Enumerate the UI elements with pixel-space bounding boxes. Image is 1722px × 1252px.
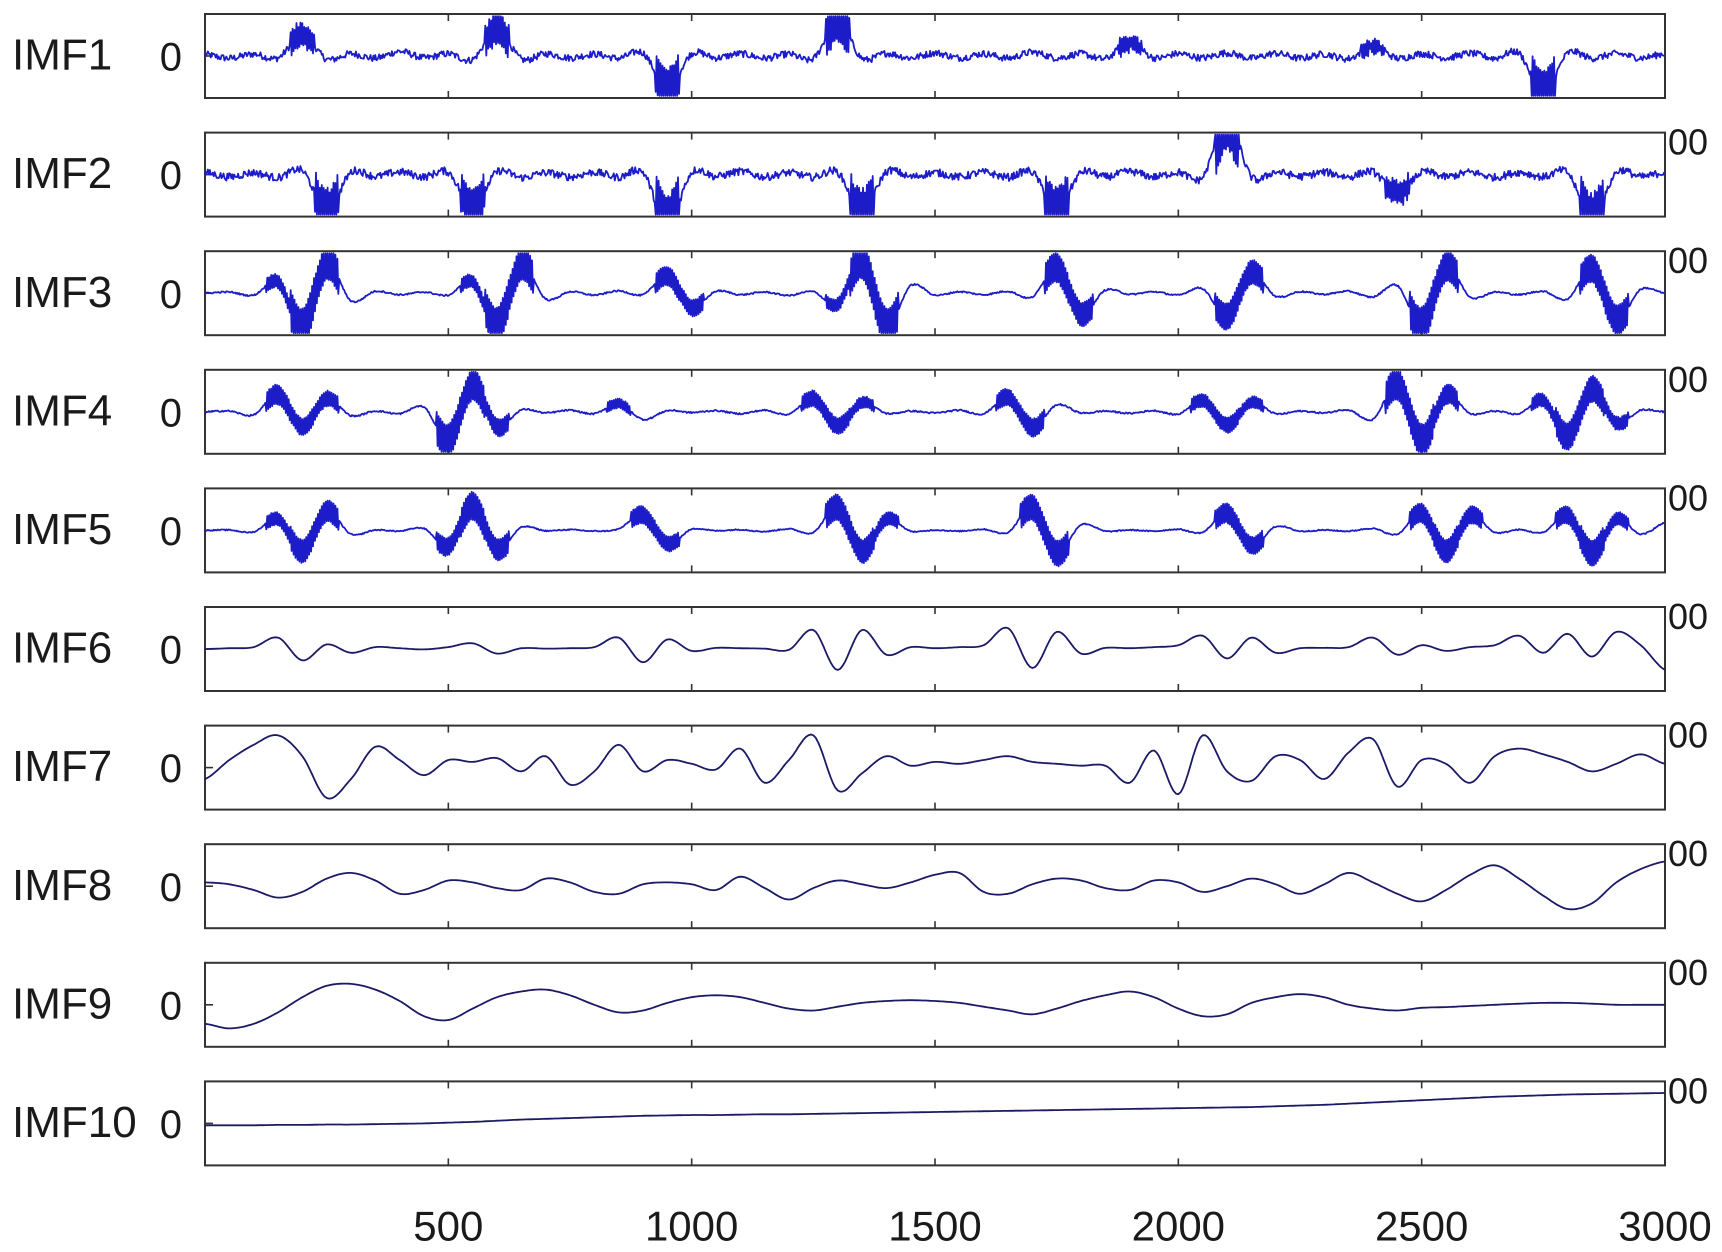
subplot-imf7: IMF7 000 [12, 715, 1708, 811]
clipped-axis-label: 00 [1668, 596, 1708, 637]
subplot-frame [204, 368, 1666, 455]
x-tick-label: 1500 [888, 1202, 981, 1249]
subplot-imf10: IMF10 000 [12, 1070, 1708, 1167]
y-tick-label: 0 [160, 629, 182, 673]
clipped-axis-label: 00 [1668, 359, 1708, 400]
clipped-axis-label: 00 [1668, 1070, 1708, 1111]
signal-line-imf10 [205, 1092, 1665, 1127]
clipped-axis-label: 00 [1668, 477, 1708, 518]
signal-line-imf8 [204, 860, 1666, 911]
subplot-imf3: IMF3 000 [12, 240, 1708, 337]
y-tick-label: 0 [160, 1103, 182, 1147]
subplot-label: IMF10 [12, 1098, 137, 1147]
subplot-label: IMF9 [12, 979, 112, 1028]
x-tick-label: 2000 [1132, 1202, 1225, 1249]
signal-line-imf1 [204, 15, 1666, 97]
subplot-label: IMF4 [12, 386, 112, 435]
x-tick-label: 500 [413, 1202, 483, 1249]
x-tick-label: 3000 [1618, 1202, 1711, 1249]
shared-x-axis: 500 1000 1500 2000 2500 3000 [413, 1202, 1711, 1249]
subplot-label: IMF3 [12, 268, 112, 317]
signal-line-imf5 [204, 490, 1666, 568]
signal-line-imf3 [204, 252, 1666, 334]
y-tick-label: 0 [160, 36, 182, 80]
subplot-imf6: IMF6 000 [12, 596, 1708, 692]
subplot-label: IMF2 [12, 149, 112, 198]
y-tick-label: 0 [160, 273, 182, 317]
subplot-imf9: IMF9 000 [12, 952, 1708, 1048]
signal-line-imf4 [204, 371, 1666, 453]
subplot-imf1: IMF1 0 [12, 13, 1666, 99]
subplot-label: IMF8 [12, 861, 112, 910]
clipped-axis-label: 00 [1668, 240, 1708, 281]
x-tick-label: 1000 [645, 1202, 738, 1249]
subplot-imf4: IMF4 000 [12, 359, 1708, 455]
clipped-axis-label: 00 [1668, 122, 1708, 163]
signal-line-imf2 [204, 133, 1666, 216]
y-tick-label: 0 [160, 154, 182, 198]
signal-line-imf7 [204, 733, 1666, 800]
subplot-frame [204, 843, 1666, 930]
clipped-axis-label: 00 [1668, 833, 1708, 874]
x-tick-label: 2500 [1375, 1202, 1468, 1249]
subplot-imf8: IMF8 000 [12, 833, 1708, 930]
y-tick-label: 0 [160, 747, 182, 791]
y-tick-label: 0 [160, 866, 182, 910]
y-tick-label: 0 [160, 391, 182, 435]
clipped-axis-label: 00 [1668, 715, 1708, 756]
y-tick-label: 0 [160, 984, 182, 1028]
subplot-label: IMF7 [12, 742, 112, 791]
subplot-label: IMF5 [12, 505, 112, 554]
subplot-imf5: IMF5 000 [12, 477, 1708, 574]
subplot-frame [204, 961, 1666, 1048]
subplot-label: IMF1 [12, 31, 112, 80]
subplot-imf2: IMF2 000 [12, 122, 1708, 218]
signal-line-imf9 [204, 982, 1665, 1030]
signal-line-imf6 [205, 626, 1666, 671]
y-tick-label: 0 [160, 510, 182, 554]
clipped-axis-label: 00 [1668, 952, 1708, 993]
subplot-label: IMF6 [12, 624, 112, 673]
subplot-frame [204, 724, 1666, 811]
